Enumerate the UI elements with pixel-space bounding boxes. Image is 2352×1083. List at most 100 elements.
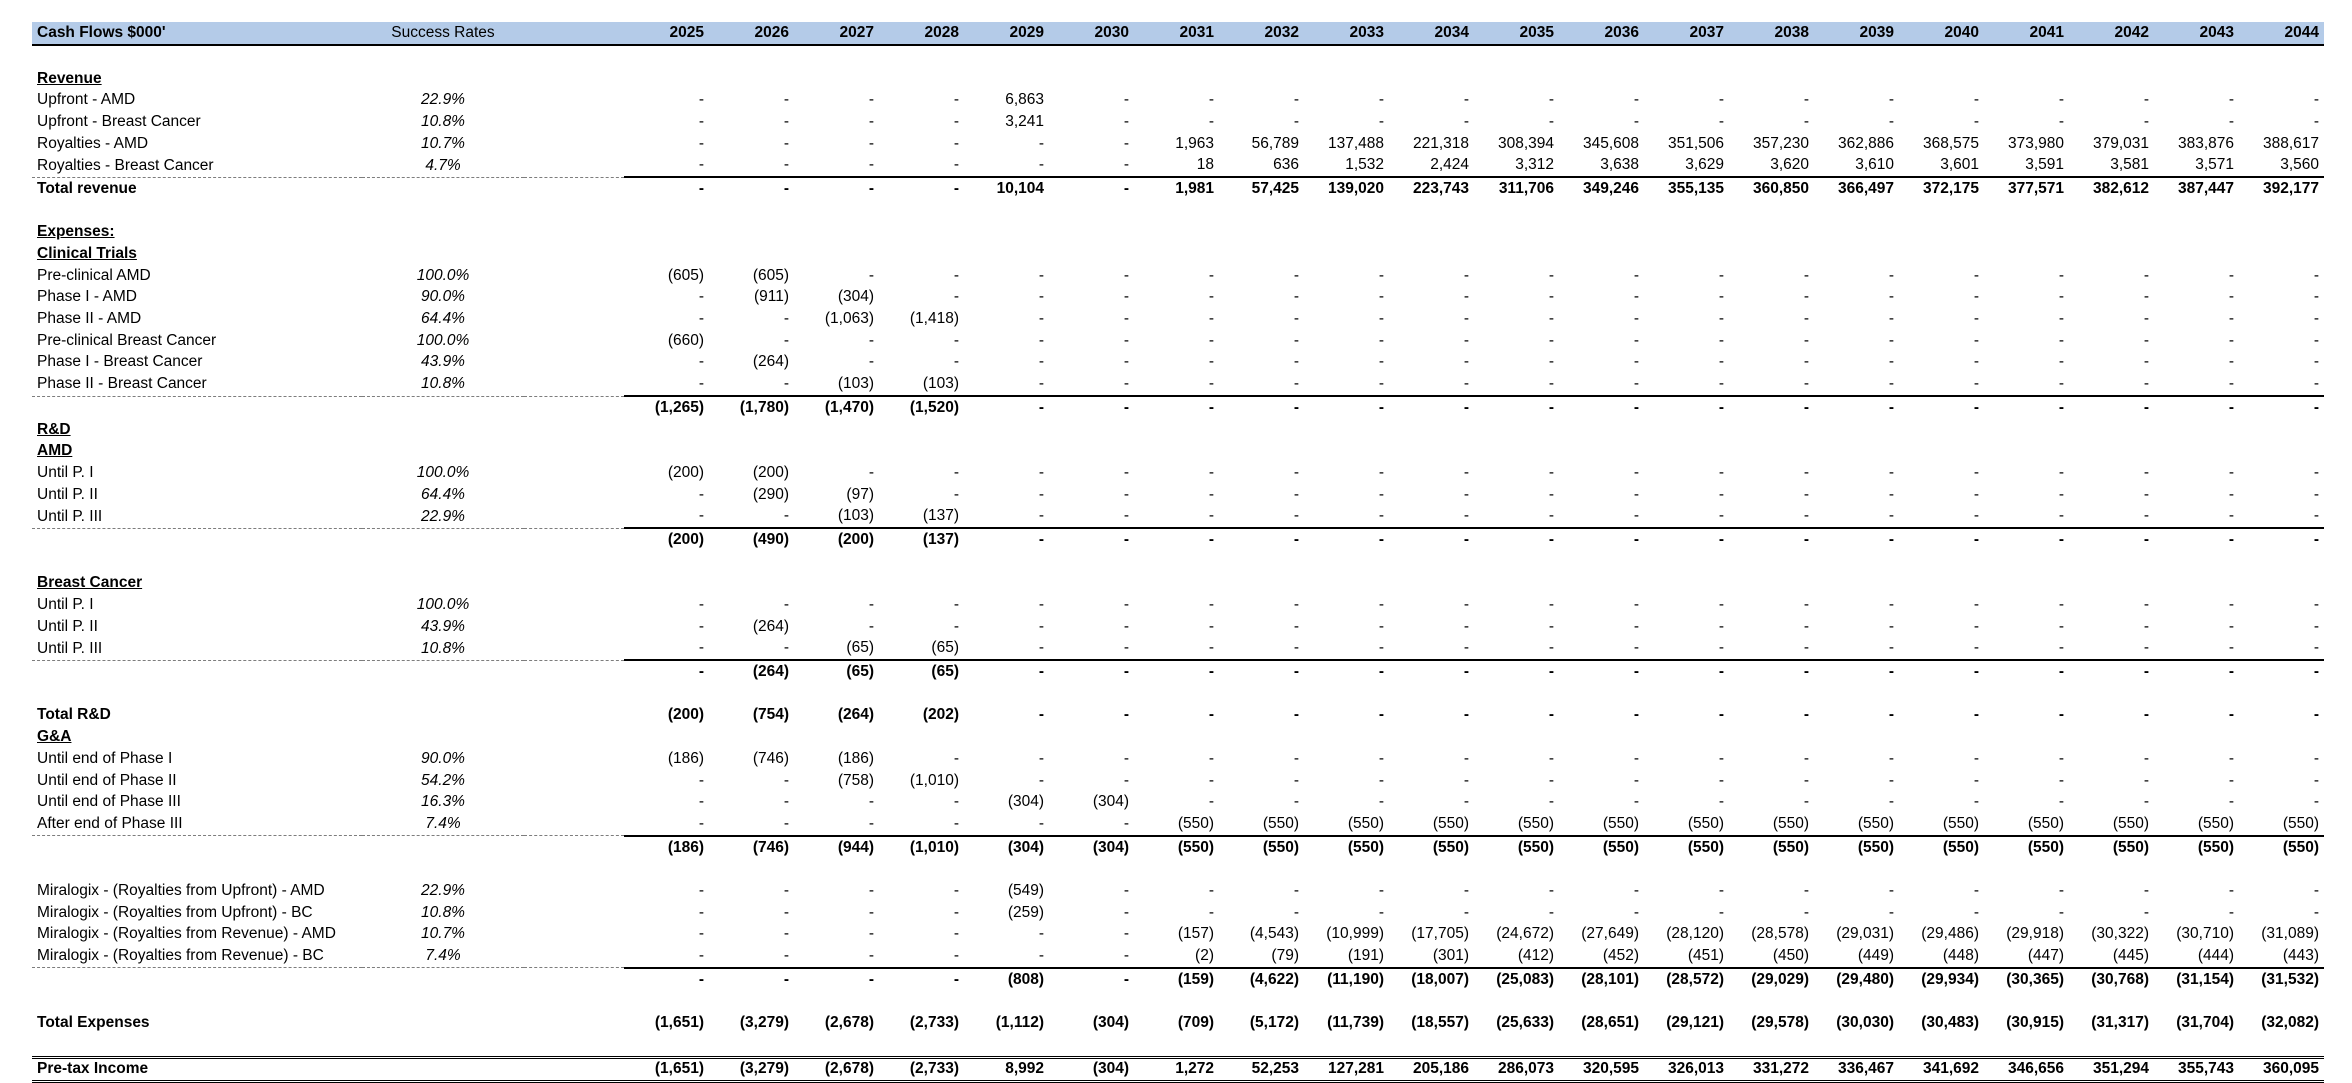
- value-cell[interactable]: -: [1378, 310, 1384, 328]
- value-cell[interactable]: -: [2154, 659, 2239, 683]
- value-cell[interactable]: [1049, 551, 1134, 573]
- value-cell[interactable]: (28,101): [1559, 966, 1644, 991]
- value-cell[interactable]: 326,013: [1644, 1055, 1729, 1083]
- value-cell[interactable]: [1474, 858, 1559, 880]
- value-cell[interactable]: [794, 45, 879, 68]
- value-cell[interactable]: (186): [837, 749, 874, 767]
- value-cell[interactable]: [709, 440, 794, 462]
- value-cell[interactable]: -: [1973, 331, 1979, 349]
- value-cell[interactable]: -: [783, 903, 789, 921]
- value-cell[interactable]: -: [1633, 353, 1639, 371]
- value-cell[interactable]: -: [1389, 505, 1474, 529]
- value-cell[interactable]: (65): [794, 637, 879, 661]
- spacer-cell[interactable]: [524, 660, 624, 683]
- value-cell[interactable]: 57,425: [1219, 176, 1304, 200]
- value-cell[interactable]: 137,488: [1327, 134, 1384, 152]
- value-cell[interactable]: [624, 683, 709, 705]
- value-cell[interactable]: -: [1378, 266, 1384, 284]
- value-cell[interactable]: -: [1973, 749, 1979, 767]
- value-cell[interactable]: -: [2228, 331, 2234, 349]
- value-cell[interactable]: (11,739): [1327, 1014, 1384, 1032]
- value-cell[interactable]: [1474, 991, 1559, 1013]
- value-cell[interactable]: -: [2143, 310, 2149, 328]
- value-cell[interactable]: [794, 243, 879, 265]
- value-cell[interactable]: -: [1304, 395, 1389, 419]
- value-cell[interactable]: [1049, 440, 1134, 462]
- value-cell[interactable]: [964, 68, 1049, 90]
- success-rate-cell[interactable]: 100.0%: [416, 266, 470, 284]
- value-cell[interactable]: [1219, 243, 1304, 265]
- row-label-cell[interactable]: [32, 991, 362, 1013]
- value-cell[interactable]: -: [1293, 91, 1299, 109]
- value-cell[interactable]: 355,135: [1644, 176, 1729, 200]
- value-cell[interactable]: (2,678): [824, 1014, 874, 1032]
- value-cell[interactable]: -: [1208, 266, 1214, 284]
- success-rate-cell[interactable]: 43.9%: [421, 353, 465, 371]
- success-rate-cell[interactable]: [362, 45, 524, 68]
- success-rate-cell[interactable]: 100.0%: [416, 331, 470, 349]
- value-cell[interactable]: -: [1888, 310, 1894, 328]
- value-cell[interactable]: -: [1899, 505, 1984, 529]
- value-cell[interactable]: [709, 1034, 794, 1057]
- value-cell[interactable]: -: [1378, 331, 1384, 349]
- value-cell[interactable]: -: [1123, 485, 1129, 503]
- value-cell[interactable]: -: [2143, 706, 2149, 724]
- value-cell[interactable]: [1644, 573, 1729, 595]
- value-cell[interactable]: (65): [879, 637, 964, 661]
- value-cell[interactable]: [1644, 222, 1729, 244]
- value-cell[interactable]: -: [868, 112, 874, 130]
- success-rate-cell[interactable]: 10.8%: [362, 373, 524, 397]
- value-cell[interactable]: -: [2228, 749, 2234, 767]
- value-cell[interactable]: [964, 991, 1049, 1013]
- value-cell[interactable]: -: [1548, 310, 1554, 328]
- value-cell[interactable]: (911): [753, 288, 789, 306]
- value-cell[interactable]: -: [2313, 112, 2319, 130]
- value-cell[interactable]: [1984, 683, 2069, 705]
- row-label-cell[interactable]: [32, 968, 362, 991]
- value-cell[interactable]: -: [2228, 353, 2234, 371]
- value-cell[interactable]: -: [1293, 749, 1299, 767]
- value-cell[interactable]: -: [1123, 112, 1129, 130]
- value-cell[interactable]: 10,104: [964, 176, 1049, 200]
- value-cell[interactable]: [1729, 991, 1814, 1013]
- value-cell[interactable]: -: [1474, 373, 1559, 397]
- value-cell[interactable]: -: [1378, 793, 1384, 811]
- row-label-cell[interactable]: After end of Phase III: [32, 813, 362, 837]
- value-cell[interactable]: -: [1548, 91, 1554, 109]
- value-cell[interactable]: -: [953, 925, 959, 943]
- success-rate-cell[interactable]: 7.4%: [362, 813, 524, 837]
- value-cell[interactable]: (550): [1559, 813, 1644, 837]
- value-cell[interactable]: -: [1293, 331, 1299, 349]
- value-cell[interactable]: -: [1888, 288, 1894, 306]
- value-cell[interactable]: -: [1123, 331, 1129, 349]
- value-cell[interactable]: [624, 858, 709, 880]
- value-cell[interactable]: -: [2143, 288, 2149, 306]
- value-cell[interactable]: -: [1814, 395, 1899, 419]
- value-cell[interactable]: [1559, 68, 1644, 90]
- value-cell[interactable]: -: [1038, 310, 1044, 328]
- value-cell[interactable]: [1729, 726, 1814, 748]
- spacer-cell[interactable]: [524, 200, 624, 222]
- value-cell[interactable]: (29,121): [1666, 1014, 1724, 1032]
- value-cell[interactable]: -: [1718, 353, 1724, 371]
- value-cell[interactable]: (443): [2239, 945, 2324, 969]
- value-cell[interactable]: (304): [1049, 1055, 1134, 1083]
- value-cell[interactable]: [1814, 45, 1899, 68]
- value-cell[interactable]: -: [1208, 881, 1214, 899]
- value-cell[interactable]: -: [1389, 527, 1474, 551]
- success-rate-cell[interactable]: 4.7%: [362, 154, 524, 178]
- value-cell[interactable]: -: [783, 134, 789, 152]
- value-cell[interactable]: -: [1973, 706, 1979, 724]
- header-year-cell[interactable]: 2032: [1219, 22, 1304, 46]
- value-cell[interactable]: -: [953, 485, 959, 503]
- value-cell[interactable]: [794, 726, 879, 748]
- value-cell[interactable]: -: [1463, 266, 1469, 284]
- value-cell[interactable]: -: [1378, 596, 1384, 614]
- value-cell[interactable]: -: [2228, 793, 2234, 811]
- value-cell[interactable]: -: [2228, 485, 2234, 503]
- value-cell[interactable]: -: [1718, 485, 1724, 503]
- value-cell[interactable]: [879, 440, 964, 462]
- value-cell[interactable]: -: [1559, 373, 1644, 397]
- value-cell[interactable]: -: [2239, 505, 2324, 529]
- row-label-cell[interactable]: Miralogix - (Royalties from Revenue) - A…: [37, 925, 336, 943]
